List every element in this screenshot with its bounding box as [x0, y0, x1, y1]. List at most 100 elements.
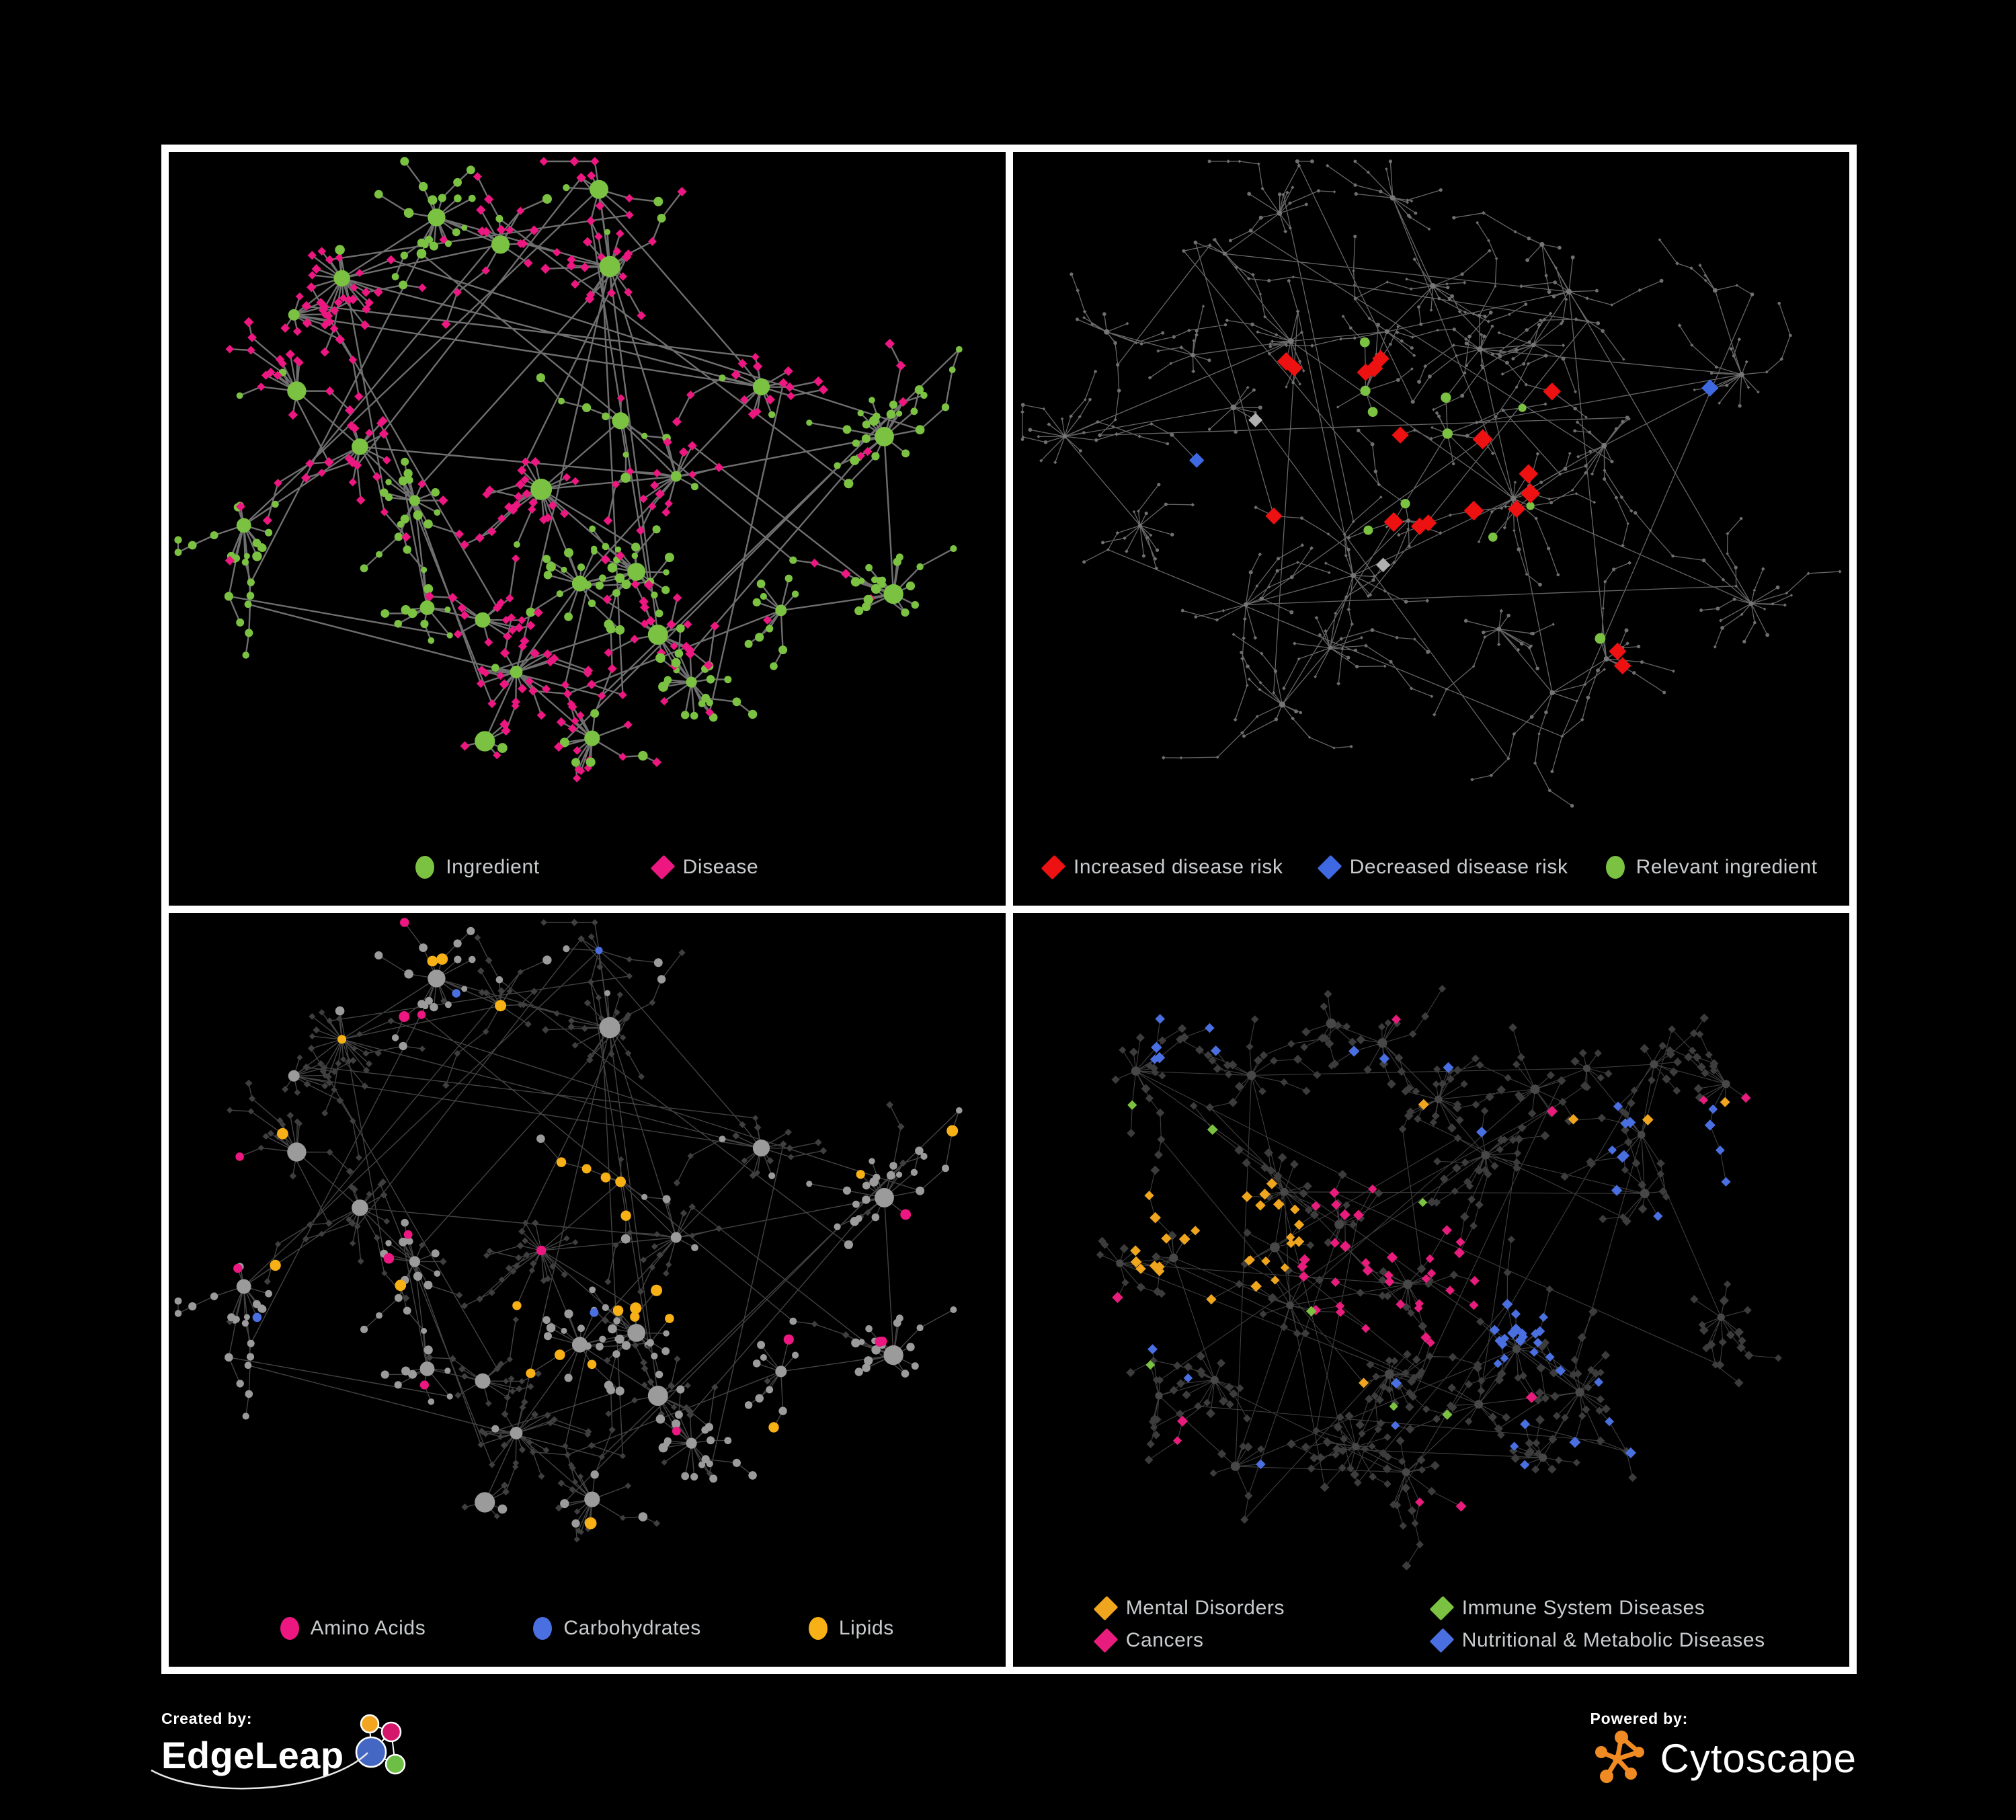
network-node[interactable]	[1517, 1123, 1527, 1132]
network-node[interactable]	[1476, 1061, 1484, 1069]
network-node[interactable]	[1560, 734, 1564, 738]
network-node[interactable]	[1631, 1158, 1640, 1168]
network-node[interactable]	[1075, 317, 1079, 321]
network-node[interactable]	[1543, 354, 1547, 358]
network-node[interactable]	[571, 1519, 580, 1528]
network-node[interactable]	[663, 1437, 672, 1445]
network-node[interactable]	[561, 566, 567, 573]
network-node[interactable]	[516, 1385, 523, 1392]
network-node[interactable]	[1242, 1414, 1251, 1423]
network-node[interactable]	[1346, 547, 1350, 552]
network-node[interactable]	[616, 229, 624, 238]
network-node[interactable]	[266, 367, 276, 377]
network-node[interactable]	[556, 1157, 567, 1167]
network-node[interactable]	[568, 1462, 575, 1468]
network-node[interactable]	[1410, 518, 1428, 535]
network-node[interactable]	[844, 479, 854, 489]
network-node[interactable]	[1353, 1478, 1362, 1487]
network-node[interactable]	[663, 437, 672, 447]
network-node[interactable]	[1546, 1105, 1558, 1117]
network-node[interactable]	[1677, 323, 1681, 327]
network-node[interactable]	[1370, 442, 1374, 446]
network-node[interactable]	[1481, 1166, 1489, 1174]
network-node[interactable]	[382, 456, 391, 465]
network-node[interactable]	[1584, 416, 1588, 419]
network-node[interactable]	[547, 1419, 554, 1427]
network-node[interactable]	[1392, 1501, 1401, 1509]
network-node[interactable]	[1145, 1094, 1154, 1103]
network-node[interactable]	[652, 525, 661, 534]
network-node[interactable]	[690, 1472, 698, 1481]
network-node[interactable]	[732, 1132, 740, 1140]
network-node[interactable]	[1486, 239, 1490, 243]
network-node[interactable]	[1577, 1333, 1586, 1342]
network-node[interactable]	[1518, 464, 1538, 484]
network-node[interactable]	[1248, 570, 1253, 575]
network-node[interactable]	[485, 1400, 492, 1407]
network-node[interactable]	[1560, 1172, 1569, 1181]
network-node[interactable]	[1375, 557, 1390, 573]
network-node[interactable]	[814, 1138, 822, 1146]
network-node[interactable]	[1269, 1056, 1278, 1065]
network-node[interactable]	[1285, 190, 1289, 195]
network-node[interactable]	[497, 1360, 505, 1367]
network-node[interactable]	[1480, 366, 1484, 370]
network-node[interactable]	[1750, 292, 1754, 296]
network-node[interactable]	[752, 361, 763, 372]
network-node[interactable]	[1625, 416, 1629, 420]
network-node[interactable]	[1314, 616, 1318, 620]
network-node[interactable]	[1145, 1062, 1154, 1070]
network-node[interactable]	[1602, 469, 1607, 473]
network-node[interactable]	[542, 555, 551, 563]
network-node[interactable]	[1264, 507, 1283, 525]
network-node[interactable]	[1117, 389, 1121, 393]
network-node[interactable]	[1518, 403, 1527, 412]
network-node[interactable]	[1563, 467, 1567, 471]
network-node[interactable]	[1304, 202, 1308, 206]
network-node[interactable]	[1277, 352, 1295, 371]
network-node[interactable]	[661, 1459, 668, 1466]
network-node[interactable]	[362, 305, 371, 314]
network-node[interactable]	[1418, 1099, 1429, 1110]
network-node[interactable]	[664, 499, 673, 508]
network-node[interactable]	[543, 513, 553, 522]
network-node[interactable]	[1538, 1453, 1547, 1462]
network-node[interactable]	[1259, 1051, 1268, 1060]
network-node[interactable]	[1547, 1464, 1556, 1474]
network-node[interactable]	[1441, 1225, 1452, 1236]
network-node[interactable]	[1433, 1065, 1441, 1073]
network-node[interactable]	[869, 1177, 879, 1187]
network-node[interactable]	[413, 510, 423, 520]
network-node[interactable]	[621, 580, 631, 590]
network-node[interactable]	[1139, 342, 1143, 346]
network-node[interactable]	[1309, 159, 1314, 163]
network-node[interactable]	[626, 956, 633, 963]
network-node[interactable]	[1471, 1101, 1480, 1109]
network-node[interactable]	[1714, 365, 1718, 369]
network-node[interactable]	[506, 1356, 513, 1363]
network-node[interactable]	[449, 1355, 456, 1363]
network-node[interactable]	[1425, 649, 1430, 654]
network-node[interactable]	[522, 489, 532, 499]
network-node[interactable]	[900, 1209, 912, 1220]
network-node[interactable]	[1525, 328, 1529, 332]
network-node[interactable]	[1336, 405, 1339, 409]
network-node[interactable]	[512, 1464, 519, 1470]
network-node[interactable]	[786, 1144, 793, 1152]
network-node[interactable]	[469, 955, 476, 963]
network-node[interactable]	[446, 1393, 453, 1400]
network-node[interactable]	[1353, 283, 1356, 287]
network-node[interactable]	[732, 1458, 741, 1467]
network-node[interactable]	[288, 309, 300, 321]
network-node[interactable]	[564, 1452, 571, 1458]
network-node[interactable]	[914, 385, 924, 395]
network-node[interactable]	[893, 557, 901, 566]
network-node[interactable]	[313, 1026, 320, 1034]
network-node[interactable]	[329, 324, 339, 333]
network-node[interactable]	[1455, 1115, 1464, 1124]
network-node[interactable]	[292, 356, 302, 365]
network-node[interactable]	[306, 282, 317, 292]
network-node[interactable]	[1293, 709, 1298, 714]
network-node[interactable]	[262, 516, 272, 526]
network-node[interactable]	[567, 702, 577, 712]
